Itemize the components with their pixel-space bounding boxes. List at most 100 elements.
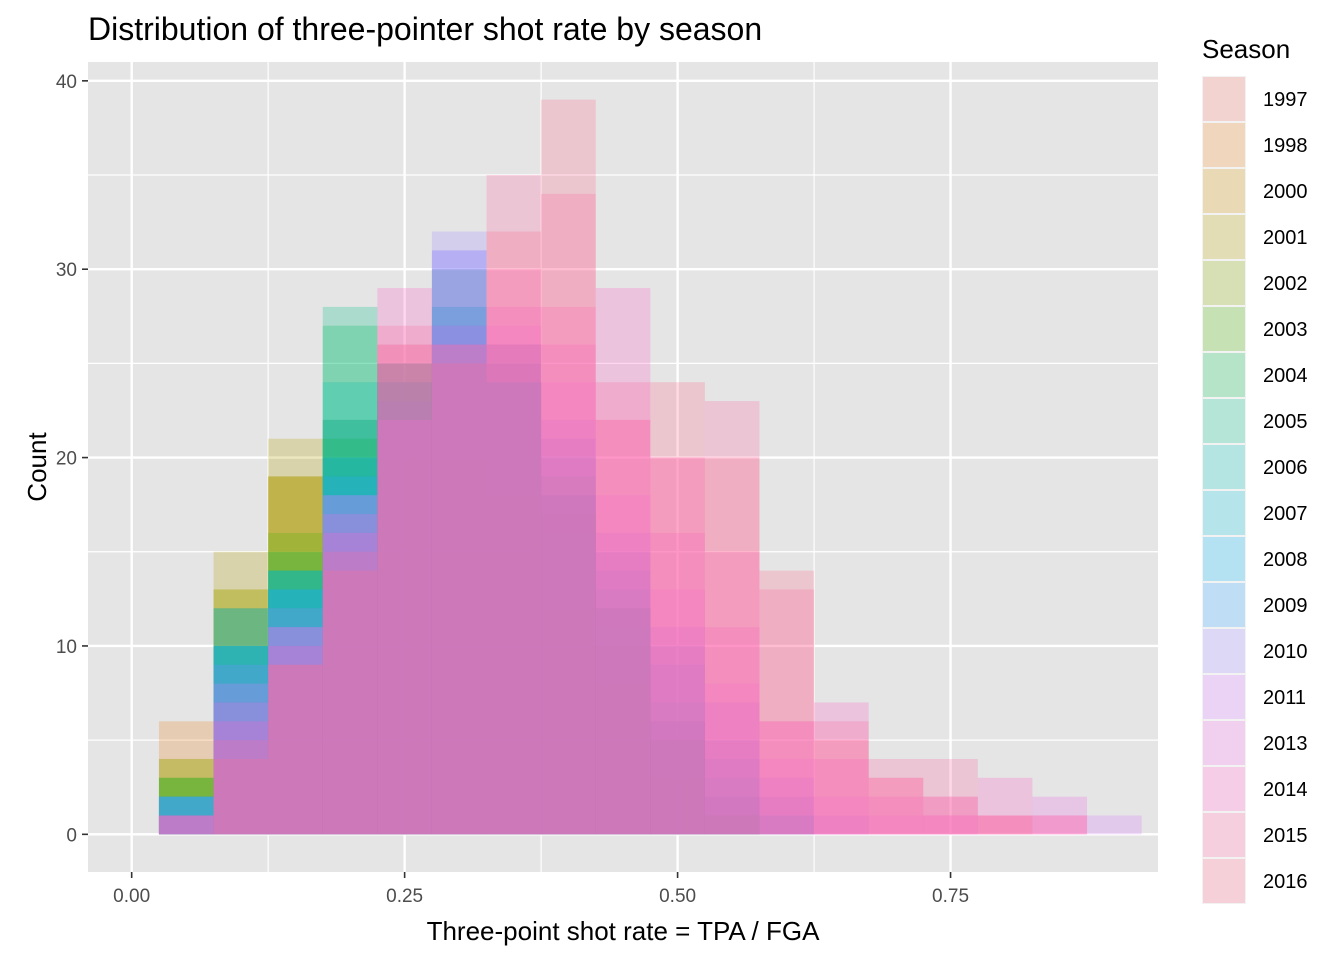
legend-key-swatch bbox=[1203, 813, 1245, 857]
histogram-bar bbox=[213, 664, 269, 835]
histogram-bar bbox=[268, 570, 323, 835]
histogram-bar bbox=[213, 589, 269, 835]
histogram-bar bbox=[486, 175, 542, 835]
histogram-bar bbox=[431, 344, 487, 835]
y-tick-label: 20 bbox=[56, 449, 77, 470]
histogram-bar bbox=[759, 815, 815, 835]
histogram-bar bbox=[431, 419, 487, 835]
histogram-bar bbox=[322, 325, 378, 835]
histogram-bar bbox=[486, 419, 542, 835]
legend-key-background bbox=[1202, 168, 1246, 214]
histogram-bar bbox=[650, 589, 705, 835]
histogram-bar bbox=[158, 796, 214, 835]
histogram-bar bbox=[158, 777, 214, 835]
y-tick-label: 10 bbox=[56, 637, 77, 658]
histogram-bar bbox=[486, 363, 542, 835]
histogram-bar bbox=[814, 721, 869, 835]
legend-title: Season bbox=[1202, 34, 1290, 64]
histogram-bar bbox=[923, 815, 978, 835]
histogram-bar bbox=[595, 608, 651, 835]
legend-label: 2006 bbox=[1263, 457, 1308, 479]
histogram-bar bbox=[213, 664, 269, 835]
legend-label: 2008 bbox=[1263, 549, 1308, 571]
histogram-bar bbox=[322, 514, 378, 835]
histogram-bar bbox=[595, 589, 651, 835]
histogram-bar bbox=[213, 608, 269, 835]
histogram-bar bbox=[268, 645, 323, 835]
histogram-bar bbox=[704, 777, 760, 835]
histogram-bar bbox=[650, 740, 705, 835]
histogram-bar bbox=[486, 269, 542, 835]
histogram-bar bbox=[322, 495, 378, 835]
histogram-bar bbox=[977, 815, 1033, 835]
legend-key-swatch bbox=[1203, 77, 1245, 121]
histogram-bar bbox=[431, 344, 487, 835]
histogram-bar bbox=[650, 721, 705, 835]
histogram-bar bbox=[377, 457, 432, 835]
histogram-bar bbox=[704, 815, 760, 835]
histogram-bar bbox=[322, 438, 378, 835]
histogram-bar bbox=[486, 231, 542, 835]
histogram-bar bbox=[541, 514, 596, 835]
x-tick-label: 0.00 bbox=[113, 886, 150, 907]
legend-label: 2015 bbox=[1263, 825, 1308, 847]
legend-label: 2010 bbox=[1263, 641, 1308, 663]
legend-key-background bbox=[1202, 214, 1246, 260]
histogram-bar bbox=[595, 419, 651, 835]
histogram-bar bbox=[268, 476, 323, 835]
y-tick-label: 0 bbox=[66, 825, 77, 846]
histogram-bar bbox=[322, 457, 378, 835]
histogram-bar bbox=[158, 758, 214, 835]
histogram-bar bbox=[213, 645, 269, 835]
histogram-bar bbox=[322, 476, 378, 835]
histogram-bar bbox=[268, 589, 323, 835]
histogram-bar bbox=[704, 401, 760, 835]
histogram-bar bbox=[814, 796, 869, 835]
histogram-bar bbox=[268, 664, 323, 835]
histogram-bar bbox=[158, 796, 214, 835]
histogram-bar bbox=[158, 796, 214, 835]
histogram-bar bbox=[704, 457, 760, 835]
x-tick-label: 0.75 bbox=[932, 886, 969, 907]
legend-key-swatch bbox=[1203, 629, 1245, 673]
legend-key-swatch bbox=[1203, 767, 1245, 811]
histogram-bar bbox=[268, 551, 323, 835]
histogram-bar bbox=[595, 683, 651, 835]
histogram-bar bbox=[704, 815, 760, 835]
histogram-bar bbox=[322, 419, 378, 835]
legend-label: 2013 bbox=[1263, 733, 1308, 755]
histogram-bar bbox=[486, 382, 542, 835]
histogram-bar bbox=[213, 551, 269, 835]
histogram-bar bbox=[431, 306, 487, 835]
histogram-bar bbox=[322, 382, 378, 835]
histogram-bar bbox=[158, 796, 214, 835]
plot-panel bbox=[88, 62, 1158, 872]
legend-label: 2002 bbox=[1263, 273, 1308, 295]
axes: 0.00 0.25 0.50 0.75 0 10 20 30 40 bbox=[56, 72, 969, 907]
histogram-bar bbox=[541, 514, 596, 835]
histogram-bars bbox=[158, 99, 1142, 835]
histogram-bar bbox=[486, 419, 542, 835]
histogram-bar bbox=[595, 627, 651, 835]
legend-key-swatch bbox=[1203, 491, 1245, 535]
y-tick-label: 40 bbox=[56, 72, 77, 93]
histogram-bar bbox=[322, 438, 378, 835]
histogram-bar bbox=[759, 796, 815, 835]
histogram-bar bbox=[814, 702, 869, 835]
legend-label: 1997 bbox=[1263, 89, 1308, 111]
legend-key-swatch bbox=[1203, 169, 1245, 213]
histogram-bar bbox=[268, 627, 323, 835]
histogram-bar bbox=[1032, 815, 1088, 835]
histogram-bar bbox=[268, 438, 323, 835]
histogram-bar bbox=[158, 758, 214, 835]
chart-title: Distribution of three-pointer shot rate … bbox=[88, 11, 762, 47]
legend-key-background bbox=[1202, 352, 1246, 398]
legend-key-background bbox=[1202, 628, 1246, 674]
histogram-bar bbox=[541, 306, 596, 835]
histogram-bar bbox=[377, 363, 432, 835]
histogram-bar bbox=[650, 702, 705, 835]
histogram-bar bbox=[431, 325, 487, 835]
x-axis-title: Three-point shot rate = TPA / FGA bbox=[427, 916, 820, 946]
histogram-bar bbox=[868, 758, 924, 835]
histogram-bar bbox=[268, 627, 323, 835]
